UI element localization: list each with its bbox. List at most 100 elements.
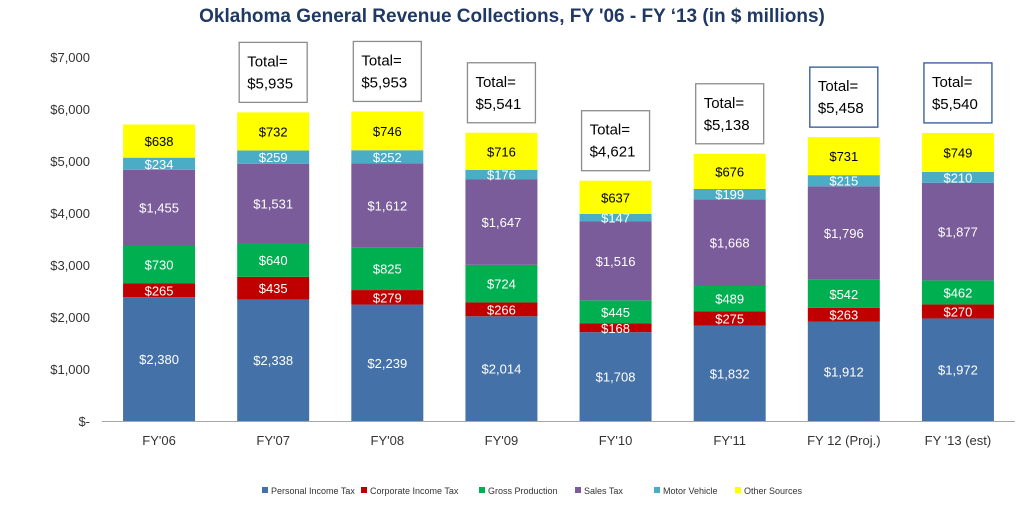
bar-segment (465, 316, 538, 421)
x-tick-label: FY'11 (713, 433, 746, 448)
bar-segment (465, 264, 538, 303)
legend-label: Corporate Income Tax (370, 486, 459, 496)
data-label: $1,972 (938, 363, 978, 378)
data-label: $1,912 (824, 364, 864, 379)
legend-swatch (262, 487, 268, 493)
data-label: $1,796 (824, 226, 864, 241)
y-tick-label: $- (78, 414, 90, 429)
bar-segment (465, 169, 538, 180)
data-label: $724 (487, 277, 516, 292)
data-label: $1,708 (596, 370, 636, 385)
data-label: $2,338 (253, 353, 293, 368)
data-label: $147 (601, 211, 630, 226)
bar-segment (351, 247, 424, 291)
bar-segment (351, 290, 424, 305)
bar-segment (351, 304, 424, 421)
data-label: $640 (259, 253, 288, 268)
bar-segment (921, 304, 994, 319)
bar-segment (465, 179, 538, 265)
bar-segment (123, 169, 196, 246)
data-label: $435 (259, 281, 288, 296)
data-label: $1,516 (596, 254, 636, 269)
bar-segment (579, 323, 652, 333)
bar-segment (693, 311, 766, 326)
bar-segment (807, 137, 880, 176)
total-callout-label: Total= (932, 74, 973, 91)
y-tick-label: $6,000 (50, 102, 90, 117)
data-label: $746 (373, 124, 402, 139)
data-label: $210 (943, 170, 972, 185)
bar-segment (237, 163, 310, 244)
legend-label: Sales Tax (584, 486, 623, 496)
legend-swatch (575, 487, 581, 493)
legend-label: Other Sources (744, 486, 803, 496)
bar-segment (579, 213, 652, 222)
data-label: $749 (943, 145, 972, 160)
data-label: $1,832 (710, 366, 750, 381)
total-callout-label: Total= (247, 53, 288, 70)
data-label: $730 (145, 257, 174, 272)
data-label: $676 (715, 164, 744, 179)
data-label: $637 (601, 190, 630, 205)
data-label: $2,239 (367, 356, 407, 371)
total-callout-box (809, 66, 879, 128)
bar-segment (351, 111, 424, 151)
total-callout-box (238, 41, 308, 104)
y-tick-label: $4,000 (50, 206, 90, 221)
x-tick-label: FY'09 (485, 433, 519, 448)
bar-segment (237, 243, 310, 277)
y-tick-label: $5,000 (50, 154, 90, 169)
total-callout-value: $5,541 (475, 96, 521, 113)
bar-segment (123, 283, 196, 298)
bar-segment (921, 132, 994, 172)
data-label: $1,668 (710, 236, 750, 251)
bar-segment (579, 332, 652, 421)
bar-segment (465, 132, 538, 170)
x-tick-label: FY'07 (256, 433, 290, 448)
legend-swatch (479, 487, 485, 493)
data-label: $275 (715, 312, 744, 327)
data-label: $259 (259, 150, 288, 165)
total-callout-value: $5,458 (818, 100, 864, 117)
bar-segment (921, 182, 994, 281)
bar-segment (807, 321, 880, 421)
legend-label: Gross Production (488, 486, 558, 496)
bar-segment (921, 280, 994, 305)
y-tick-label: $7,000 (50, 50, 90, 65)
total-callout-value: $4,621 (590, 144, 636, 161)
bar-segment (123, 124, 196, 158)
data-label: $716 (487, 144, 516, 159)
data-label: $176 (487, 168, 516, 183)
total-callout-value: $5,953 (361, 74, 407, 91)
total-callout-box (580, 110, 651, 172)
bar-segment (693, 199, 766, 287)
data-label: $279 (373, 290, 402, 305)
data-label: $263 (829, 308, 858, 323)
data-label: $270 (943, 304, 972, 319)
data-label: $215 (829, 174, 858, 189)
data-label: $2,380 (139, 352, 179, 367)
legend-label: Motor Vehicle (663, 486, 718, 496)
data-label: $266 (487, 302, 516, 317)
data-label: $542 (829, 287, 858, 302)
total-callout-label: Total= (361, 52, 402, 69)
data-label: $489 (715, 292, 744, 307)
bar-segment (579, 300, 652, 324)
bar-segment (693, 153, 766, 189)
data-label: $731 (829, 149, 858, 164)
data-label: $825 (373, 262, 402, 277)
total-callout-label: Total= (704, 95, 745, 112)
data-label: $1,455 (139, 201, 179, 216)
legend-swatch (735, 487, 741, 493)
data-label: $732 (259, 124, 288, 139)
total-callout-box (352, 40, 422, 103)
data-label: $252 (373, 150, 402, 165)
data-label: $265 (145, 283, 174, 298)
bar-segment (123, 157, 196, 170)
bar-segment (693, 188, 766, 200)
y-tick-label: $2,000 (50, 310, 90, 325)
x-tick-label: FY'06 (142, 433, 176, 448)
x-tick-label: FY '13 (est) (925, 433, 992, 448)
data-label: $445 (601, 305, 630, 320)
bar-segment (579, 221, 652, 301)
